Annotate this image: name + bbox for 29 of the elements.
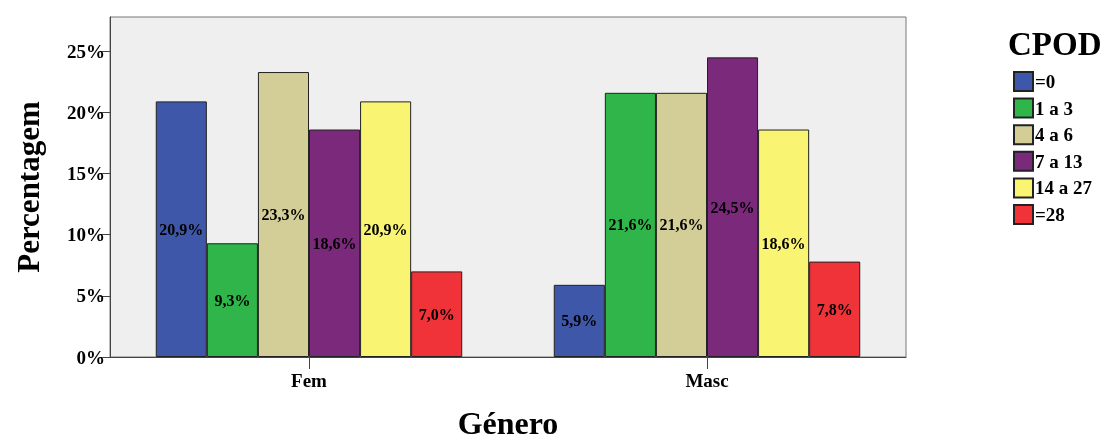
legend-label: 7 a 13: [1035, 150, 1083, 172]
data-label: 7,8%: [816, 300, 853, 318]
data-label: 21,6%: [608, 216, 653, 234]
legend-label: 4 a 6: [1035, 124, 1073, 146]
data-label: 23,3%: [261, 206, 306, 224]
y-tick-label: 10%: [67, 224, 105, 246]
data-label: 20,9%: [363, 220, 408, 238]
x-tick-label: Masc: [685, 370, 729, 391]
data-label: 20,9%: [159, 220, 204, 238]
data-label: 21,6%: [659, 216, 704, 234]
data-label: 9,3%: [214, 291, 251, 309]
data-label: 5,9%: [561, 312, 598, 330]
y-tick-label: 25%: [67, 40, 105, 62]
y-tick-label: 0%: [76, 346, 105, 368]
y-axis-title: Percentagem: [11, 101, 46, 273]
y-tick-label: 20%: [67, 101, 105, 123]
legend-title: CPOD: [1008, 25, 1102, 62]
legend-label: 14 a 27: [1035, 177, 1093, 199]
data-label: 18,6%: [312, 234, 357, 252]
legend-label: =0: [1035, 71, 1056, 92]
data-label: 18,6%: [761, 234, 806, 252]
y-tick-label: 15%: [67, 163, 105, 185]
legend-label: 1 a 3: [1035, 97, 1073, 119]
data-label: 24,5%: [710, 198, 755, 216]
data-label: 7,0%: [418, 305, 455, 323]
x-axis-title: Género: [457, 405, 559, 441]
legend-label: =28: [1035, 204, 1065, 225]
y-tick-label: 5%: [76, 285, 105, 307]
x-tick-label: Fem: [291, 370, 328, 391]
